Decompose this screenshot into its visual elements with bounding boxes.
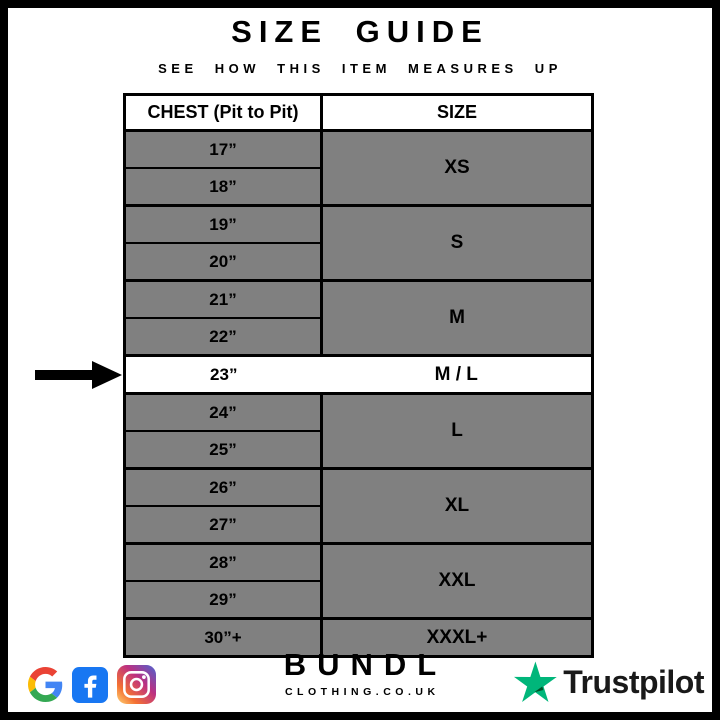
trustpilot-logo: Trustpilot — [514, 661, 704, 704]
chest-cell: 25” — [124, 430, 323, 469]
table-row: 29” — [124, 580, 593, 619]
right-arrow-icon — [35, 360, 123, 390]
table-row: 25” — [124, 430, 593, 469]
chest-cell: 29” — [124, 580, 323, 619]
size-cell: L — [321, 392, 593, 469]
table-row: 18” — [124, 167, 593, 206]
table-header-row: CHEST (Pit to Pit) SIZE — [124, 94, 593, 132]
column-header-chest: CHEST (Pit to Pit) — [124, 94, 323, 132]
table-row-highlighted: 23” M / L — [35, 354, 593, 395]
chest-cell: 24” — [124, 392, 323, 431]
chest-cell: 28” — [124, 542, 323, 581]
table-row: 28” XXL — [124, 542, 593, 619]
page-subtitle: SEE HOW THIS ITEM MEASURES UP — [158, 61, 562, 76]
table-row: 20” — [124, 242, 593, 281]
size-cell-highlighted: M / L — [321, 354, 593, 395]
size-guide-table: CHEST (Pit to Pit) SIZE 17” XS 18” 19” S… — [35, 93, 594, 658]
instagram-icon — [117, 665, 156, 704]
chest-value: 23” — [210, 364, 238, 384]
header: SIZE GUIDE SEE HOW THIS ITEM MEASURES UP — [8, 14, 712, 76]
facebook-icon — [72, 666, 108, 703]
brand-domain: CLOTHING.CO.UK — [284, 686, 440, 698]
trustpilot-label: Trustpilot — [563, 664, 704, 700]
table-row: 26” XL — [124, 467, 593, 544]
chest-cell: 17” — [124, 129, 323, 168]
size-cell: M — [321, 279, 593, 356]
size-cell: XXL — [321, 542, 593, 619]
chest-cell: 22” — [124, 317, 323, 356]
trustpilot-star-icon — [514, 661, 558, 704]
size-cell: S — [321, 204, 593, 281]
chest-cell: 20” — [124, 242, 323, 281]
table-row: 21” M — [124, 279, 593, 356]
table-row: 24” L — [124, 392, 593, 469]
brand-name: BUNDL — [283, 647, 448, 682]
table-row: 30”+ XXXL+ — [124, 617, 593, 657]
page-title: SIZE GUIDE — [231, 14, 489, 49]
brand-logo: BUNDL CLOTHING.CO.UK — [273, 647, 448, 698]
size-cell: XS — [321, 129, 593, 206]
google-icon — [28, 667, 63, 702]
chest-cell-highlighted: 23” — [35, 354, 322, 395]
table-row: 27” — [124, 505, 593, 544]
table-row: 17” XS — [124, 129, 593, 206]
size-cell: XXXL+ — [321, 617, 593, 657]
chest-cell: 19” — [124, 204, 323, 243]
column-header-size: SIZE — [321, 94, 593, 132]
chest-cell: 30”+ — [124, 617, 323, 657]
social-icons — [28, 665, 156, 704]
size-cell: XL — [321, 467, 593, 544]
table-row: 22” — [124, 317, 593, 356]
chest-cell: 18” — [124, 167, 323, 206]
chest-cell: 27” — [124, 505, 323, 544]
table-row: 19” S — [124, 204, 593, 281]
chest-cell: 26” — [124, 467, 323, 506]
chest-cell: 21” — [124, 279, 323, 318]
